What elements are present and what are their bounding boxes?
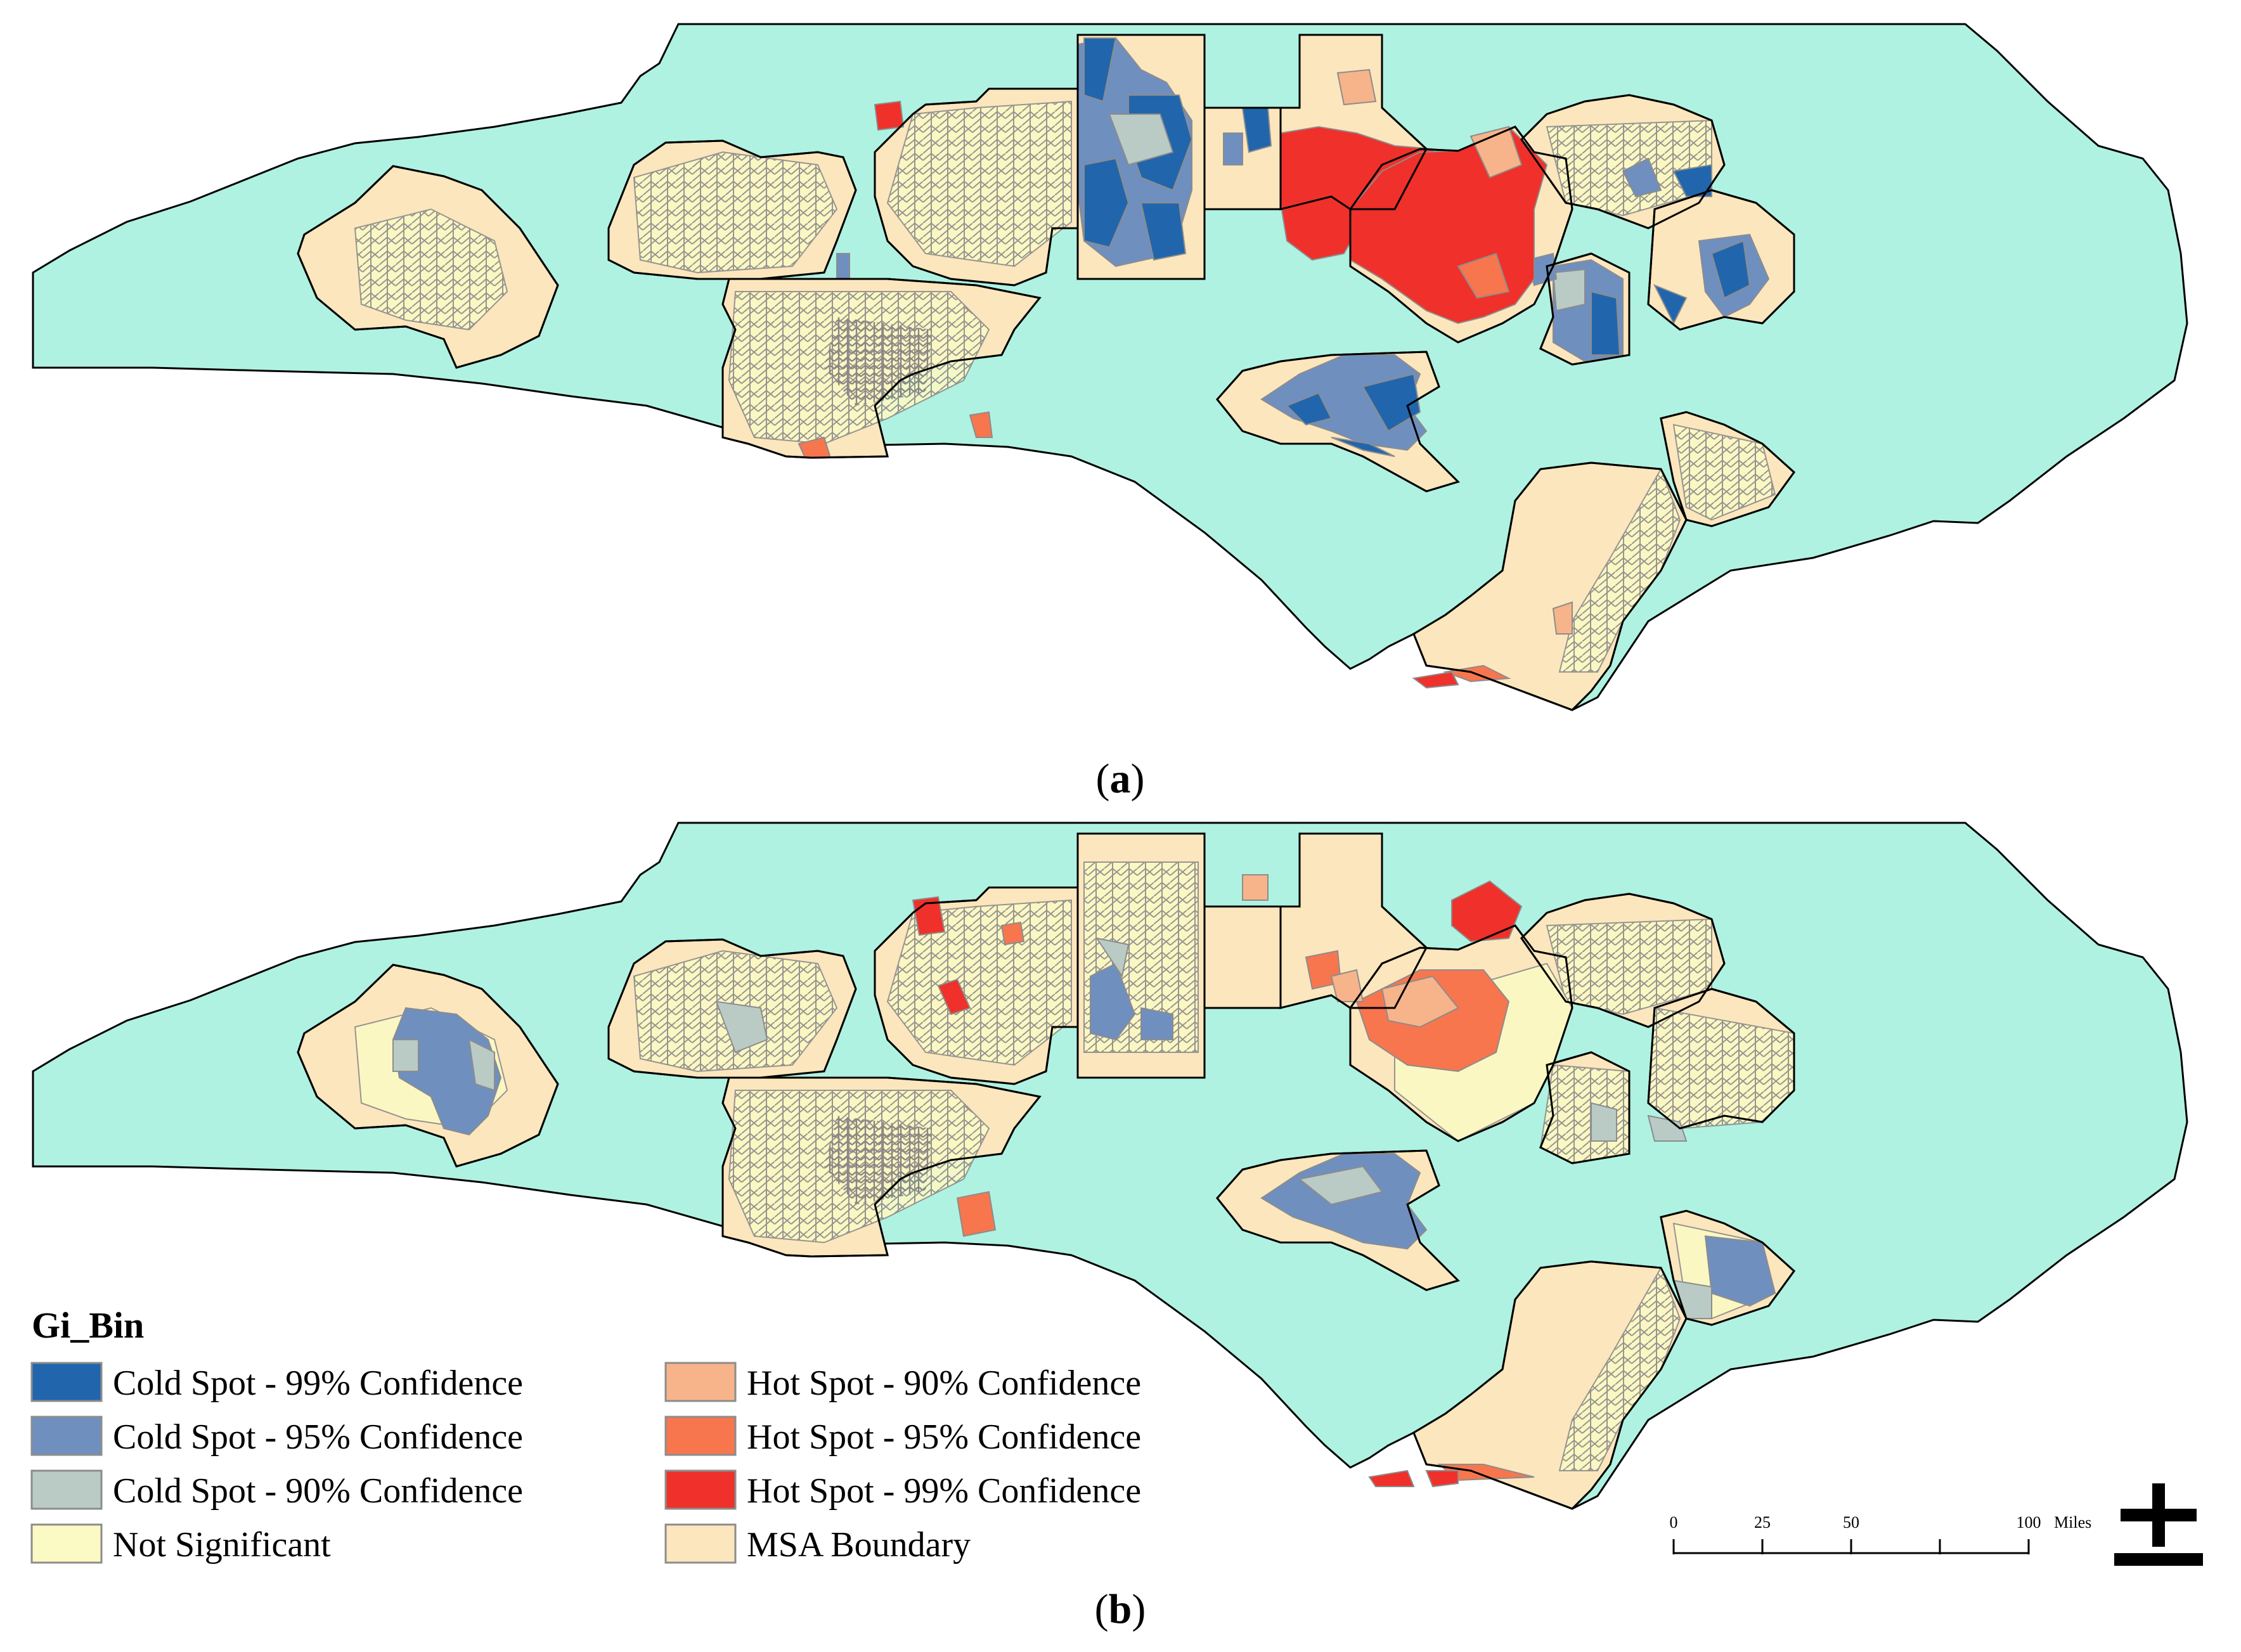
- legend-label-cold-spot-90-confidence: Cold Spot - 90% Confidence: [113, 1471, 523, 1511]
- panel-a-map: [32, 23, 2188, 711]
- legend-swatch-hot-spot-90-confidence: [664, 1362, 737, 1402]
- scale-unit: Miles: [2054, 1513, 2091, 1532]
- scale-bar: 0 25 50 100 Miles: [1670, 1513, 2091, 1554]
- panel-label-a-letter: a: [1110, 756, 1131, 802]
- legend-label-cold-spot-99-confidence: Cold Spot - 99% Confidence: [113, 1364, 523, 1403]
- panel-label-b: (b): [1095, 1586, 1146, 1632]
- legend-label-cold-spot-95-confidence: Cold Spot - 95% Confidence: [113, 1417, 523, 1457]
- legend-label-not-significant: Not Significant: [113, 1525, 331, 1565]
- legend-label-hot-spot-90-confidence: Hot Spot - 90% Confidence: [747, 1364, 1141, 1403]
- legend-swatch-hot-spot-95-confidence: [664, 1416, 737, 1456]
- scale-tick-50: 50: [1843, 1513, 1859, 1532]
- legend-swatch-cold-spot-95-confidence: [30, 1416, 103, 1456]
- panel-label-a: (a): [1096, 756, 1145, 802]
- legend-swatch-msa-boundary: [664, 1523, 737, 1564]
- legend-swatch-not-significant: [30, 1523, 103, 1564]
- scale-tick-100: 100: [2017, 1513, 2041, 1532]
- legend: Gi_Bin Cold Spot - 99% Confidence Cold Sp…: [30, 1305, 1141, 1565]
- north-arrow-icon: [2114, 1483, 2203, 1566]
- legend-label-hot-spot-99-confidence: Hot Spot - 99% Confidence: [747, 1471, 1141, 1511]
- legend-swatch-cold-spot-99-confidence: [30, 1362, 103, 1402]
- scale-tick-0: 0: [1670, 1513, 1678, 1532]
- legend-title: Gi_Bin: [32, 1305, 144, 1346]
- panel-b-map: [32, 822, 2188, 1510]
- legend-swatch-hot-spot-99-confidence: [664, 1469, 737, 1510]
- legend-swatch-cold-spot-90-confidence: [30, 1469, 103, 1510]
- panel-label-b-letter: b: [1109, 1586, 1132, 1632]
- legend-label-msa-boundary: MSA Boundary: [747, 1525, 971, 1565]
- legend-label-hot-spot-95-confidence: Hot Spot - 95% Confidence: [747, 1417, 1141, 1457]
- scale-tick-25: 25: [1754, 1513, 1771, 1532]
